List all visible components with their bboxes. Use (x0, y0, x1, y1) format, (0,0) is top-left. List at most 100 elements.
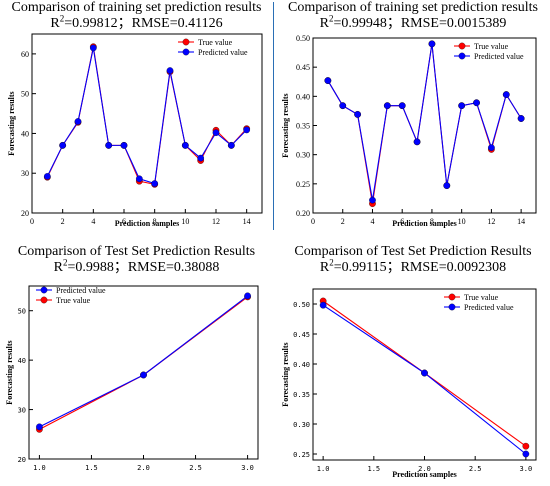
x-tick-label: 0 (311, 217, 315, 226)
x-tick-label: 1.5 (85, 464, 98, 472)
x-tick-label: 14 (243, 217, 251, 226)
x-tick-label: 1.0 (33, 464, 46, 472)
data-point (319, 301, 327, 309)
data-point (421, 369, 428, 377)
y-axis-label: Forecasting results (7, 91, 16, 155)
series-line (46, 47, 248, 185)
x-axis-label: Prediction samples (115, 219, 180, 228)
x-tick-label: 4 (370, 217, 374, 226)
y-tick-label: 0.50 (293, 301, 310, 309)
x-tick-label: 2.5 (189, 464, 202, 472)
chart-metrics: R2=0.9988；RMSE=0.38088 (53, 257, 220, 275)
y-tick-label: 0.25 (293, 451, 310, 459)
x-tick-label: 8 (153, 217, 157, 226)
x-tick-label: 3.0 (520, 465, 533, 473)
y-tick-label: 0.40 (293, 361, 310, 369)
y-tick-label: 0.45 (293, 331, 310, 339)
x-tick-label: 12 (487, 217, 495, 226)
y-tick-label: 50 (18, 308, 26, 316)
series-line (327, 43, 522, 204)
legend-label: Predicted value (198, 48, 248, 57)
data-point (36, 423, 43, 431)
legend-marker (182, 48, 190, 56)
x-tick-label: 6 (122, 217, 126, 226)
x-tick-label: 1.5 (367, 465, 380, 473)
y-tick-label: 30 (21, 169, 29, 178)
data-point (443, 182, 451, 189)
data-point (74, 118, 82, 125)
data-point (135, 175, 143, 183)
data-point (339, 102, 347, 110)
y-tick-label: 0.35 (296, 122, 310, 131)
x-tick-label: 0 (30, 217, 34, 226)
data-point (473, 99, 480, 107)
panel-divider (273, 2, 274, 230)
data-point (227, 142, 235, 149)
data-point (59, 142, 67, 149)
legend-label: Predicted value (56, 286, 106, 295)
x-tick-label: 2.0 (137, 464, 150, 472)
data-point (89, 44, 97, 52)
y-axis-label: Forecasting results (281, 342, 290, 406)
legend-marker (40, 296, 48, 304)
data-point (43, 173, 51, 180)
x-tick-label: 10 (181, 217, 189, 226)
chart-metrics: R2=0.99115；RMSE=0.0092308 (319, 257, 507, 275)
x-tick-label: 2 (341, 217, 345, 226)
chart-metrics: R2=0.99812；RMSE=0.41126 (50, 13, 223, 31)
x-tick-label: 10 (458, 217, 466, 226)
series-line (327, 43, 522, 201)
chart-title: Comparison of training set prediction re… (287, 0, 538, 15)
y-tick-label: 0.35 (293, 391, 310, 399)
legend-marker (458, 52, 466, 60)
data-point (140, 371, 147, 379)
plot-frame (312, 37, 537, 214)
y-tick-label: 0.25 (296, 180, 310, 189)
series-line (39, 296, 248, 430)
data-point (166, 67, 174, 74)
chart-metrics: R2=0.99948；RMSE=0.0015389 (319, 13, 507, 31)
legend-marker (448, 303, 456, 311)
x-tick-label: 3.0 (241, 464, 254, 472)
data-point (212, 129, 220, 136)
data-point (413, 138, 421, 146)
data-point (120, 142, 128, 149)
y-tick-label: 20 (18, 456, 26, 464)
x-axis-label: Prediction samples (392, 219, 457, 228)
data-point (488, 144, 495, 152)
chart-plot: 0 2 4 6 8 10 12 14 0.20 0.25 0.30 0.35 0.40 0.45 0.50 P… (281, 34, 537, 228)
legend-label: True value (474, 42, 509, 51)
chart-title: Comparison of Test Set Prediction Result… (17, 244, 256, 259)
data-point (428, 40, 436, 48)
data-point (522, 450, 530, 458)
legend-marker (458, 42, 466, 50)
chart-plot: 1.0 1.5 2.0 2.5 3.0 20 30 40 50 Forecasting resul… (5, 285, 259, 472)
x-tick-label: 12 (212, 217, 220, 226)
chart-title: Comparison of Test Set Prediction Result… (294, 244, 532, 259)
x-tick-label: 14 (517, 217, 525, 226)
x-tick-label: 1.0 (317, 465, 330, 473)
data-point (151, 180, 159, 187)
legend-marker (40, 286, 48, 294)
legend-label: True value (56, 296, 91, 305)
data-point (522, 442, 530, 450)
y-tick-label: 0.20 (296, 209, 310, 218)
legend-marker (182, 38, 190, 46)
series-line (46, 46, 248, 186)
x-tick-label: 2.0 (418, 465, 431, 473)
data-point (244, 292, 251, 300)
chart-panel-1: Comparison of training set prediction re… (0, 0, 273, 232)
y-tick-label: 0.45 (296, 63, 310, 72)
y-tick-label: 0.50 (296, 34, 310, 43)
x-tick-label: 4 (91, 217, 95, 226)
chart-plot: 0 2 4 6 8 10 12 14 20 30 40 50 60 Prediction samples F… (7, 33, 263, 228)
chart-panel-4: Comparison of Test Set Prediction Result… (276, 244, 550, 486)
y-axis-label: Forecasting results (5, 340, 14, 404)
y-tick-label: 50 (21, 90, 29, 99)
data-point (324, 77, 332, 84)
legend-label: Predicted value (464, 303, 514, 312)
chart-panel-2: Comparison of training set prediction re… (276, 0, 550, 232)
series-line (39, 295, 248, 428)
y-tick-label: 20 (21, 209, 29, 218)
data-point (398, 102, 406, 110)
